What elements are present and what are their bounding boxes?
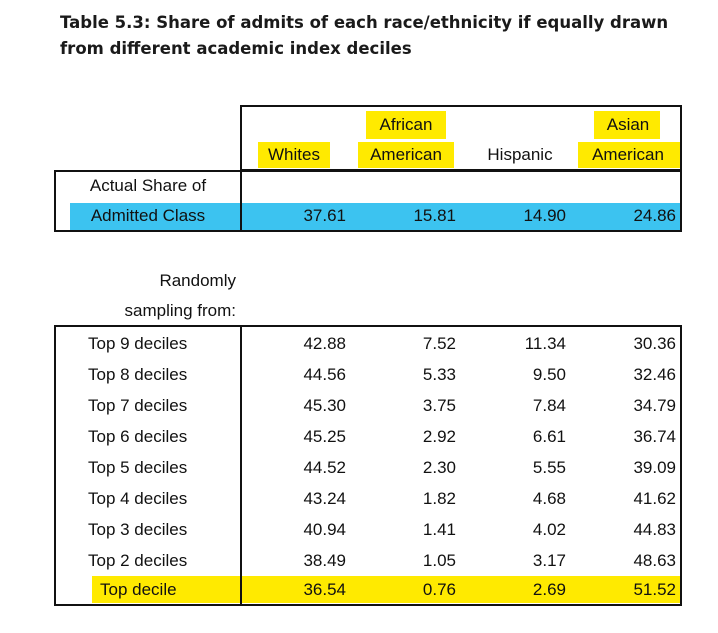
row-value-african-american: 1.82 <box>422 489 456 508</box>
row-label: Top 6 deciles <box>88 427 188 446</box>
row-label: Top 4 deciles <box>88 489 188 508</box>
row-value-whites: 42.88 <box>303 334 346 353</box>
row-value-whites: 43.24 <box>303 489 346 508</box>
header-col2-line2: American <box>370 145 442 164</box>
actual-share-box <box>54 170 682 232</box>
row-label: Top 9 deciles <box>88 334 188 353</box>
row-label: Top 5 deciles <box>88 458 188 477</box>
row-value-whites: 45.30 <box>303 396 346 415</box>
row-value-african-american: 1.41 <box>422 520 456 539</box>
actual-share-divider <box>240 170 242 232</box>
row-value-hispanic: 7.84 <box>532 396 566 415</box>
header-col3-line2: Hispanic <box>487 145 553 164</box>
row-value-hispanic: 11.34 <box>524 334 566 353</box>
row-label: Top 8 deciles <box>88 365 188 384</box>
row-value-asian-american: 44.83 <box>633 520 676 539</box>
row-label: Top 2 deciles <box>88 551 188 570</box>
row-value-african-american: 3.75 <box>422 396 456 415</box>
row-value-asian-american: 51.52 <box>633 580 676 599</box>
row-value-whites: 40.94 <box>303 520 346 539</box>
sampling-divider <box>240 325 242 606</box>
actual-value-asian-american: 24.86 <box>633 206 676 225</box>
row-value-whites: 44.56 <box>303 365 346 384</box>
header-col4-line2: American <box>592 145 664 164</box>
header-col4-line1: Asian <box>606 115 650 134</box>
header-highlight-asian-american <box>578 142 680 168</box>
sampling-box <box>54 325 682 606</box>
sampling-label-line1: Randomly <box>159 271 236 290</box>
row-value-whites: 45.25 <box>303 427 346 446</box>
row-value-hispanic: 4.68 <box>532 489 566 508</box>
row-value-whites: 36.54 <box>303 580 346 599</box>
row-value-african-american: 7.52 <box>422 334 456 353</box>
row-value-african-american: 0.76 <box>422 580 456 599</box>
header-col1-line2: Whites <box>268 145 320 164</box>
header-highlight-american <box>358 142 454 168</box>
row-value-african-american: 5.33 <box>422 365 456 384</box>
row-value-hispanic: 3.17 <box>532 551 566 570</box>
row-value-whites: 44.52 <box>303 458 346 477</box>
top-decile-highlight <box>92 576 680 603</box>
row-value-asian-american: 34.79 <box>633 396 676 415</box>
row-value-asian-american: 30.36 <box>633 334 676 353</box>
actual-value-african-american: 15.81 <box>413 206 456 225</box>
table-title: Table 5.3: Share of admits of each race/… <box>60 13 669 58</box>
actual-value-whites: 37.61 <box>303 206 346 225</box>
row-value-african-american: 2.92 <box>422 427 456 446</box>
row-value-asian-american: 39.09 <box>633 458 676 477</box>
actual-share-highlight <box>70 203 680 230</box>
header-highlight-whites <box>258 142 330 168</box>
header-highlight-asian <box>594 111 660 139</box>
row-value-hispanic: 5.55 <box>532 458 566 477</box>
row-value-asian-american: 36.74 <box>633 427 676 446</box>
header-highlight-african <box>366 111 446 139</box>
row-value-asian-american: 41.62 <box>633 489 676 508</box>
row-value-whites: 38.49 <box>303 551 346 570</box>
row-value-hispanic: 2.69 <box>532 580 566 599</box>
row-value-hispanic: 4.02 <box>532 520 566 539</box>
header-col2-line1: African <box>379 115 433 134</box>
row-value-african-american: 2.30 <box>422 458 456 477</box>
row-label: Top 7 deciles <box>88 396 188 415</box>
row-value-african-american: 1.05 <box>422 551 456 570</box>
row-value-hispanic: 6.61 <box>532 427 566 446</box>
actual-value-hispanic: 14.90 <box>523 206 566 225</box>
row-value-asian-american: 32.46 <box>633 365 676 384</box>
actual-share-label-line2: Admitted Class <box>90 206 206 225</box>
row-label: Top 3 deciles <box>88 520 188 539</box>
actual-share-label-line1: Actual Share of <box>89 176 207 195</box>
row-value-asian-american: 48.63 <box>633 551 676 570</box>
sampling-label-line2: sampling from: <box>124 301 236 320</box>
row-value-hispanic: 9.50 <box>532 365 566 384</box>
row-label: Top decile <box>100 580 177 599</box>
